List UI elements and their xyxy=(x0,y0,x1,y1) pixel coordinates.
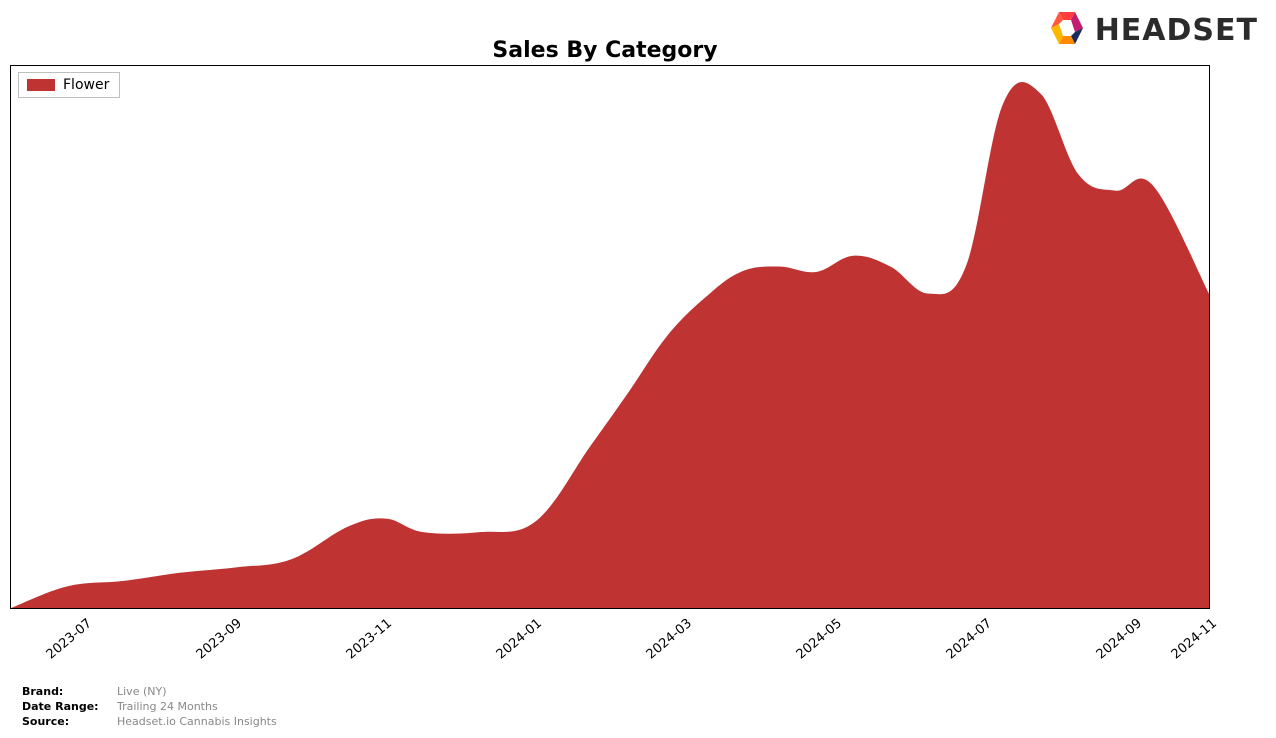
chart-container: HEADSET Sales By Category Flower 2023-07… xyxy=(0,0,1276,738)
x-axis-label: 2023-11 xyxy=(343,616,394,662)
meta-source: Source: Headset.io Cannabis Insights xyxy=(22,714,277,729)
meta-brand-key: Brand: xyxy=(22,684,117,699)
meta-date-range-key: Date Range: xyxy=(22,699,117,714)
x-axis-label: 2024-09 xyxy=(1093,616,1144,662)
x-axis-label: 2023-09 xyxy=(193,616,244,662)
meta-brand-val: Live (NY) xyxy=(117,684,167,699)
x-axis-label: 2023-07 xyxy=(43,616,94,662)
metadata: Brand: Live (NY) Date Range: Trailing 24… xyxy=(22,684,277,729)
meta-date-range: Date Range: Trailing 24 Months xyxy=(22,699,277,714)
x-axis-label: 2024-01 xyxy=(493,616,544,662)
x-axis-label: 2024-05 xyxy=(793,616,844,662)
x-axis-label: 2024-03 xyxy=(643,616,694,662)
x-axis-label: 2024-07 xyxy=(943,616,994,662)
x-axis-label: 2024-11 xyxy=(1168,616,1219,662)
meta-brand: Brand: Live (NY) xyxy=(22,684,277,699)
x-axis-labels: 2023-07 2023-09 2023-11 2024-01 2024-03 2024-… xyxy=(10,616,1210,676)
plot-area xyxy=(10,65,1210,609)
legend-label: Flower xyxy=(63,77,109,93)
legend-swatch xyxy=(27,79,55,91)
legend: Flower xyxy=(18,72,120,98)
meta-date-range-val: Trailing 24 Months xyxy=(117,699,218,714)
meta-source-key: Source: xyxy=(22,714,117,729)
meta-source-val: Headset.io Cannabis Insights xyxy=(117,714,277,729)
area-series xyxy=(11,66,1209,608)
chart-title: Sales By Category xyxy=(0,38,1210,63)
